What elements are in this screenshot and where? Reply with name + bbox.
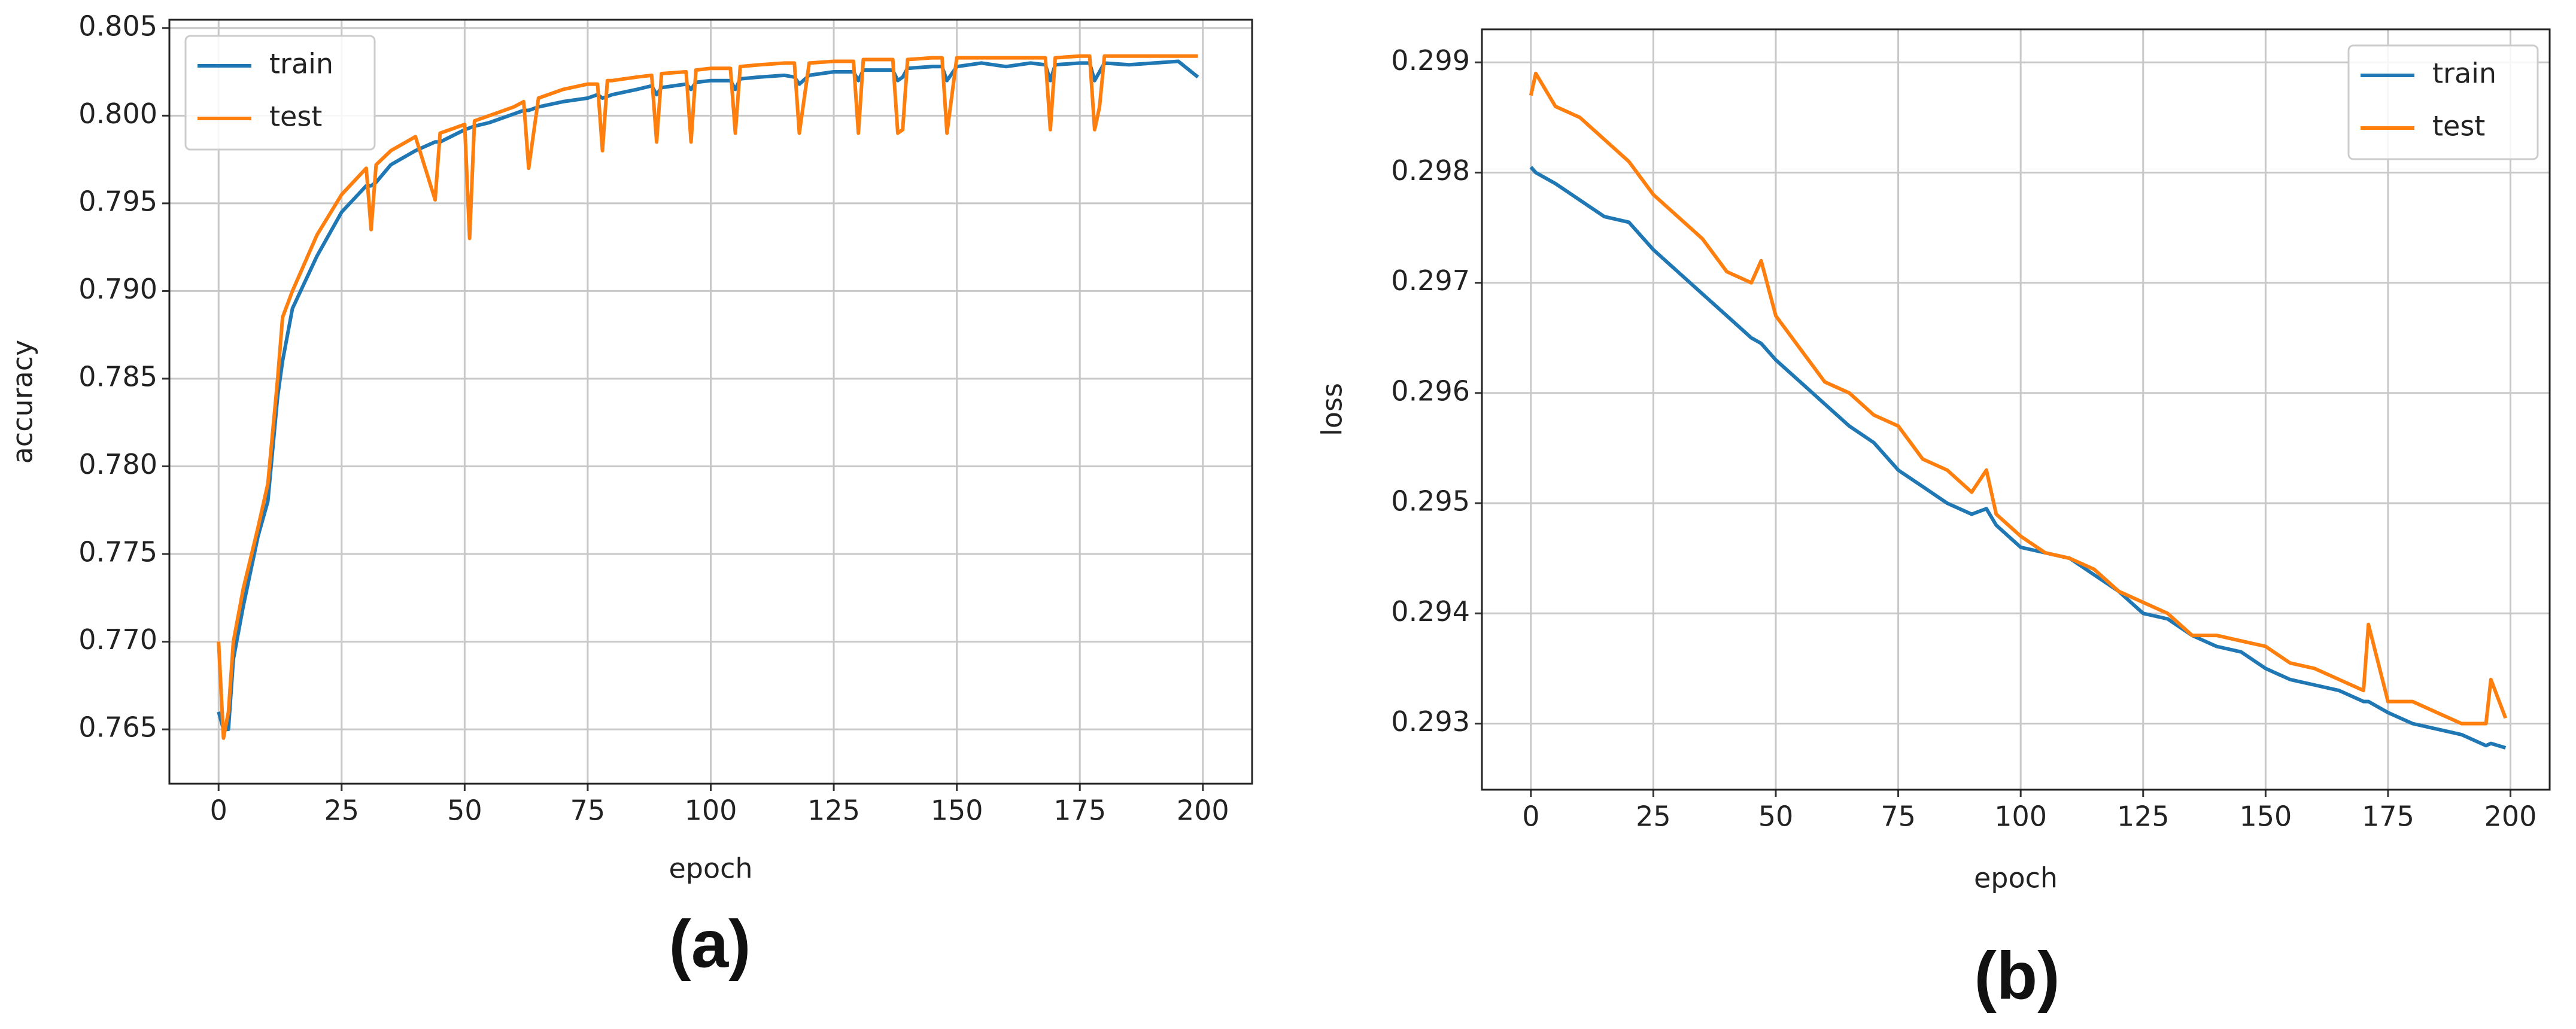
y-tick-label: 0.800 xyxy=(78,98,157,130)
y-tick-label: 0.296 xyxy=(1391,375,1470,407)
y-tick-label: 0.297 xyxy=(1391,264,1470,297)
y-axis-label: loss xyxy=(1316,383,1348,436)
y-tick-label: 0.765 xyxy=(78,711,157,744)
y-tick-label: 0.298 xyxy=(1391,154,1470,187)
x-axis-label: epoch xyxy=(669,853,752,885)
legend: train test xyxy=(2347,44,2539,160)
panel-label: (b) xyxy=(1974,939,2059,1013)
legend-label: train xyxy=(269,48,333,80)
panel-label: (a) xyxy=(669,907,751,982)
x-tick-label: 125 xyxy=(807,794,860,827)
y-tick-label: 0.299 xyxy=(1391,44,1470,77)
y-tick-label: 0.790 xyxy=(78,273,157,305)
y-tick-label: 0.780 xyxy=(78,448,157,480)
legend-label: test xyxy=(2432,110,2485,142)
data-line xyxy=(1529,166,2507,750)
y-tick-label: 0.785 xyxy=(78,360,157,392)
legend-label: test xyxy=(269,101,322,133)
x-tick-label: 125 xyxy=(2117,800,2170,833)
x-tick-label: 50 xyxy=(1758,800,1794,833)
x-tick-label: 25 xyxy=(324,794,360,827)
x-tick-label: 75 xyxy=(1881,800,1916,833)
legend: train test xyxy=(184,35,376,151)
y-tick-label: 0.795 xyxy=(78,185,157,217)
x-tick-label: 0 xyxy=(210,794,227,827)
y-tick-label: 0.770 xyxy=(78,623,157,656)
y-tick-label: 0.805 xyxy=(78,10,157,42)
y-tick-label: 0.775 xyxy=(78,536,157,568)
y-axis-label: accuracy xyxy=(7,340,39,464)
y-tick-label: 0.294 xyxy=(1391,595,1470,628)
data-line xyxy=(217,59,1199,732)
x-tick-label: 150 xyxy=(2239,800,2292,833)
x-tick-label: 25 xyxy=(1636,800,1671,833)
legend-label: train xyxy=(2432,57,2496,90)
x-tick-label: 0 xyxy=(1522,800,1539,833)
x-tick-label: 100 xyxy=(1994,800,2047,833)
x-axis-label: epoch xyxy=(1974,862,2058,894)
x-tick-label: 175 xyxy=(1053,794,1106,827)
x-tick-label: 50 xyxy=(447,794,482,827)
x-tick-label: 100 xyxy=(685,794,737,827)
plot-frame xyxy=(168,19,1253,785)
data-line xyxy=(217,54,1198,740)
x-tick-label: 150 xyxy=(931,794,983,827)
data-line xyxy=(1529,71,2508,726)
y-tick-label: 0.295 xyxy=(1391,485,1470,517)
x-tick-label: 200 xyxy=(2484,800,2537,833)
x-tick-label: 175 xyxy=(2362,800,2414,833)
y-tick-label: 0.293 xyxy=(1391,705,1470,738)
x-tick-label: 200 xyxy=(1177,794,1229,827)
plot-frame xyxy=(1481,28,2551,791)
x-tick-label: 75 xyxy=(570,794,606,827)
